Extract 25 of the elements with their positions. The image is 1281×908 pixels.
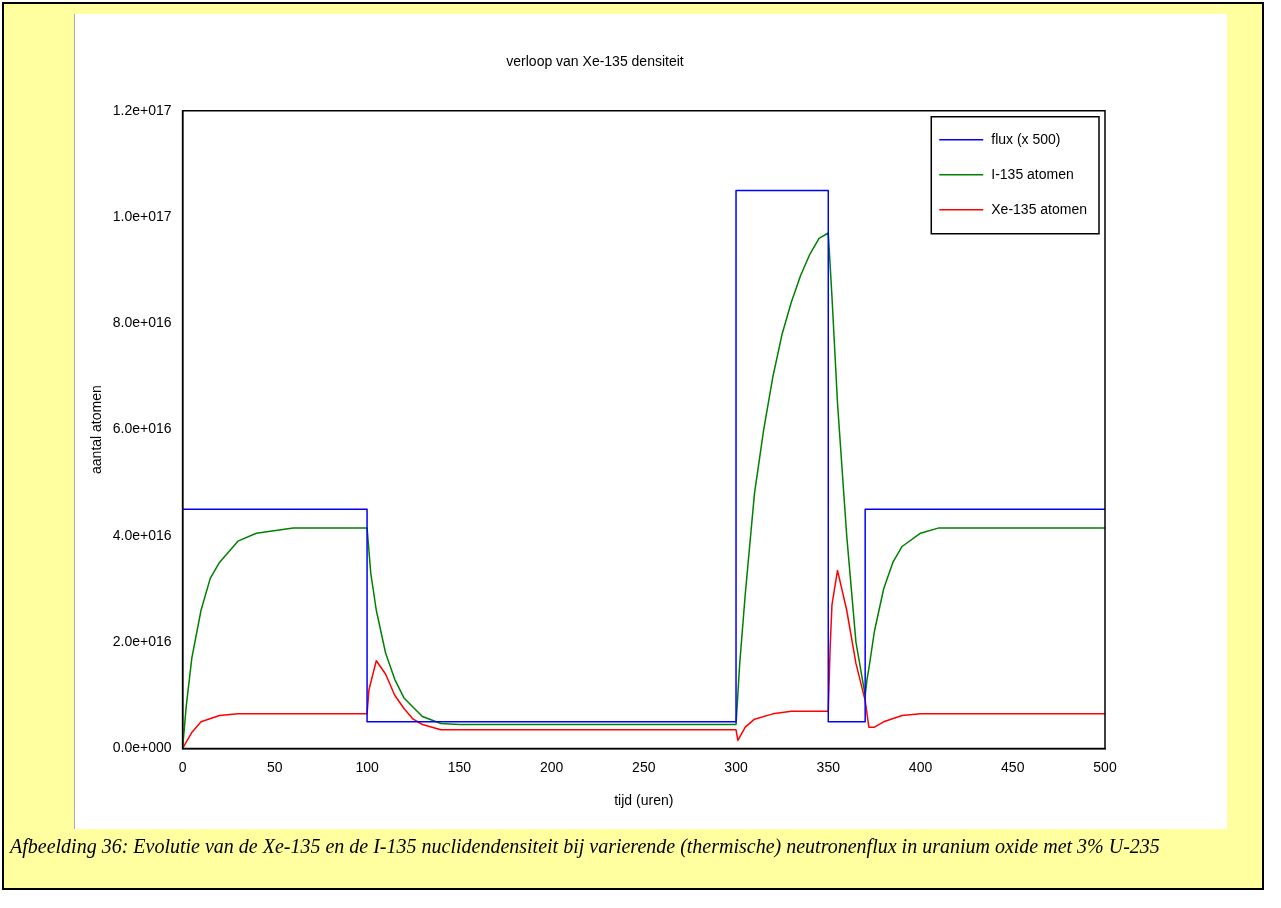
x-tick-label: 100 xyxy=(355,758,379,775)
x-tick-label: 450 xyxy=(1001,758,1025,775)
legend-label: Xe-135 atomen xyxy=(991,200,1087,217)
x-tick-label: 150 xyxy=(447,758,472,775)
y-tick-label: 1.0e+017 xyxy=(112,207,172,224)
x-axis-title: tijd (uren) xyxy=(614,792,674,809)
y-tick-label: 1.2e+017 xyxy=(112,101,172,118)
y-tick-label: 2.0e+016 xyxy=(112,632,172,649)
x-tick-label: 200 xyxy=(539,758,564,775)
legend-label: I-135 atomen xyxy=(991,165,1074,182)
y-tick-label: 6.0e+016 xyxy=(112,420,172,437)
x-tick-label: 400 xyxy=(908,758,933,775)
legend-label: flux (x 500) xyxy=(991,130,1061,147)
chart-title: verloop van Xe-135 densiteit xyxy=(506,53,684,70)
y-tick-label: 0.0e+000 xyxy=(112,739,172,756)
x-tick-label: 0 xyxy=(178,758,187,775)
y-tick-label: 8.0e+016 xyxy=(112,314,172,331)
text: Afbeelding 36: Evolutie van de Xe-135 en de I-135 nuclidendensiteit bij varierende (thermische) neutronenflux in uranium oxide met 3% U-235 xyxy=(10,834,1161,858)
y-tick-label: 4.0e+016 xyxy=(112,526,172,543)
x-tick-label: 350 xyxy=(816,758,841,775)
x-tick-label: 50 xyxy=(267,758,283,775)
x-tick-label: 500 xyxy=(1093,758,1117,775)
y-axis-title: aantal atomen xyxy=(88,385,105,474)
x-tick-label: 250 xyxy=(632,758,656,775)
x-tick-label: 300 xyxy=(724,758,748,775)
